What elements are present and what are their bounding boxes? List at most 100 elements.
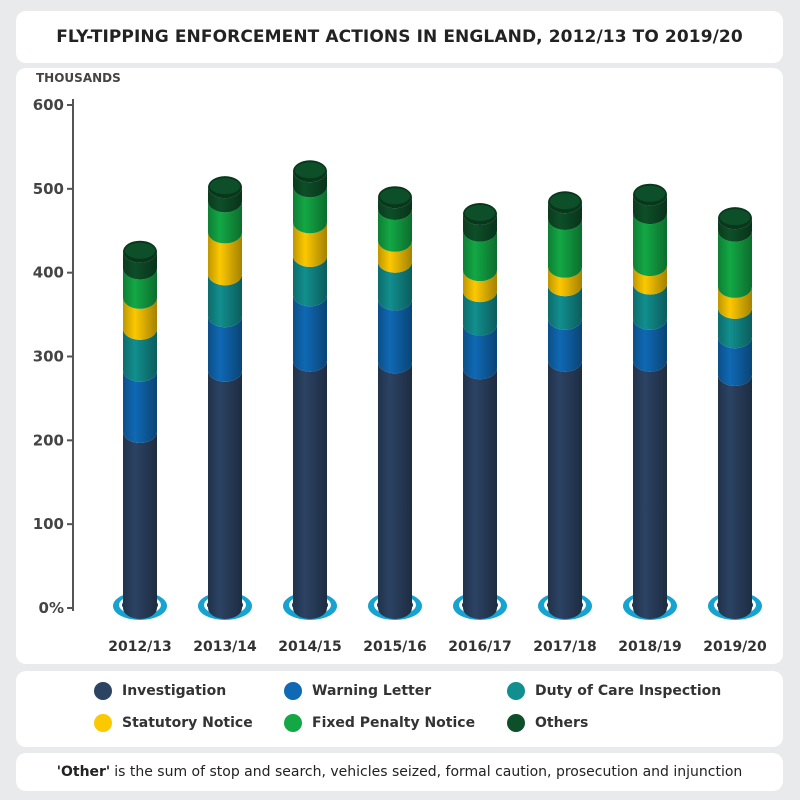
bar-segment-others	[633, 194, 667, 225]
legend-swatch	[507, 714, 525, 732]
bar-segment-investigation	[718, 374, 752, 619]
bar-group: 2015/16	[363, 186, 427, 655]
bar-segment-others	[718, 218, 752, 242]
legend-item-investigation: Investigation	[94, 682, 226, 700]
legend-label: Fixed Penalty Notice	[312, 715, 476, 731]
legend-swatch	[284, 682, 302, 700]
bar-segment-fixed-penalty-notice	[548, 219, 582, 278]
bar-segment-statutory-notice	[718, 286, 752, 319]
legend-item-statutory-notice: Statutory Notice	[94, 714, 253, 732]
bar-segment-warning-letter	[123, 370, 157, 443]
chart-title: FLY-TIPPING ENFORCEMENT ACTIONS IN ENGLA…	[56, 27, 743, 47]
footnote-lead: 'Other'	[56, 764, 111, 780]
x-tick-label: 2019/20	[703, 639, 767, 655]
legend-swatch	[284, 714, 302, 732]
bar-segment-duty-of-care-inspection	[633, 283, 667, 330]
legend-item-duty-of-care-inspection: Duty of Care Inspection	[507, 682, 721, 700]
bar-segment-statutory-notice	[633, 265, 667, 295]
y-tick-label: 100	[33, 515, 64, 533]
bar-group: 2018/19	[618, 183, 682, 655]
bar-segment-warning-letter	[378, 299, 412, 374]
bar-segment-others	[378, 197, 412, 220]
y-tick-label: 0%	[39, 599, 64, 617]
bar-segment-statutory-notice	[123, 297, 157, 340]
legend-swatch	[94, 682, 112, 700]
y-tick-label: 200	[33, 431, 64, 449]
bar-segment-fixed-penalty-notice	[293, 186, 327, 234]
bar-segment-others	[293, 171, 327, 198]
bar-segment-investigation	[123, 431, 157, 619]
x-tick-label: 2017/18	[533, 639, 597, 655]
bar-segment-warning-letter	[293, 295, 327, 372]
y-axis-unit-label: THOUSANDS	[36, 71, 121, 85]
legend-item-others: Others	[507, 714, 588, 732]
bar-segment-duty-of-care-inspection	[718, 307, 752, 349]
bar-segment-investigation	[293, 360, 327, 619]
footnote-text: is the sum of stop and search, vehicles …	[114, 764, 743, 780]
bar-top-cap-face	[465, 204, 495, 221]
legend-swatch	[507, 682, 525, 700]
footnote: 'Other' is the sum of stop and search, v…	[16, 753, 783, 791]
stacked-bar-chart: THOUSANDS 0% 100 200 300 400 500 600 2012/13 2013…	[33, 71, 767, 655]
bar-top-cap-face	[550, 193, 580, 210]
bar-segment-fixed-penalty-notice	[463, 230, 497, 282]
bar-segment-fixed-penalty-notice	[123, 268, 157, 309]
bar-top-cap-face	[635, 185, 665, 202]
bar-segment-fixed-penalty-notice	[633, 213, 667, 277]
x-tick-label: 2018/19	[618, 639, 682, 655]
x-tick-label: 2016/17	[448, 639, 512, 655]
bar-segment-warning-letter	[548, 318, 582, 372]
bar-group: 2019/20	[703, 207, 767, 655]
bar-segment-fixed-penalty-notice	[208, 201, 242, 244]
bar-top-cap-face	[210, 178, 240, 195]
bar-segment-duty-of-care-inspection	[548, 285, 582, 330]
y-tick-label: 300	[33, 348, 64, 366]
bar-segment-investigation	[463, 368, 497, 619]
bar-top-cap-face	[720, 209, 750, 226]
bar-segment-others	[548, 202, 582, 231]
legend-item-warning-letter: Warning Letter	[284, 682, 431, 700]
bar-segment-duty-of-care-inspection	[208, 274, 242, 328]
x-tick-label: 2015/16	[363, 639, 427, 655]
legend-label: Statutory Notice	[122, 715, 253, 731]
bar-segment-others	[208, 187, 242, 213]
bar-segment-duty-of-care-inspection	[123, 328, 157, 382]
bar-segment-statutory-notice	[378, 240, 412, 273]
bar-group: 2012/13	[108, 240, 172, 655]
bar-segment-investigation	[633, 360, 667, 619]
bar-segment-statutory-notice	[463, 270, 497, 303]
bar-segment-investigation	[378, 362, 412, 619]
bar-segment-fixed-penalty-notice	[378, 208, 412, 252]
bar-top-cap-face	[380, 188, 410, 205]
y-tick-label: 500	[33, 180, 64, 198]
bar-segment-others	[463, 213, 497, 242]
bar-segment-investigation	[208, 370, 242, 619]
bar-segment-duty-of-care-inspection	[378, 261, 412, 311]
bar-segment-statutory-notice	[293, 222, 327, 267]
bar-segment-warning-letter	[208, 316, 242, 382]
bar-top-cap-face	[125, 242, 155, 259]
bar-segment-warning-letter	[463, 324, 497, 380]
legend-label: Others	[535, 715, 589, 731]
y-tick-label: 400	[33, 264, 64, 282]
bar-group: 2013/14	[193, 176, 257, 655]
x-tick-label: 2012/13	[108, 639, 172, 655]
chart-panel: THOUSANDS 0% 100 200 300 400 500 600 2012/13 2013…	[16, 68, 783, 664]
legend: Investigation Warning Letter Duty of Care …	[16, 671, 783, 747]
legend-swatch	[94, 714, 112, 732]
legend-label: Duty of Care Inspection	[535, 683, 722, 699]
bar-top-cap-face	[295, 162, 325, 179]
title-panel: FLY-TIPPING ENFORCEMENT ACTIONS IN ENGLA…	[16, 11, 783, 63]
legend-label: Warning Letter	[312, 683, 432, 699]
bar-segment-duty-of-care-inspection	[293, 255, 327, 307]
legend-item-fixed-penalty-notice: Fixed Penalty Notice	[284, 714, 475, 732]
bar-segment-fixed-penalty-notice	[718, 230, 752, 298]
bar-group: 2016/17	[448, 202, 512, 655]
bar-segment-warning-letter	[718, 337, 752, 386]
x-tick-label: 2014/15	[278, 639, 342, 655]
x-tick-label: 2013/14	[193, 639, 257, 655]
legend-label: Investigation	[122, 683, 227, 699]
bar-segment-duty-of-care-inspection	[463, 291, 497, 336]
footnote-panel: 'Other' is the sum of stop and search, v…	[16, 753, 783, 791]
bar-group: 2014/15	[278, 160, 342, 655]
